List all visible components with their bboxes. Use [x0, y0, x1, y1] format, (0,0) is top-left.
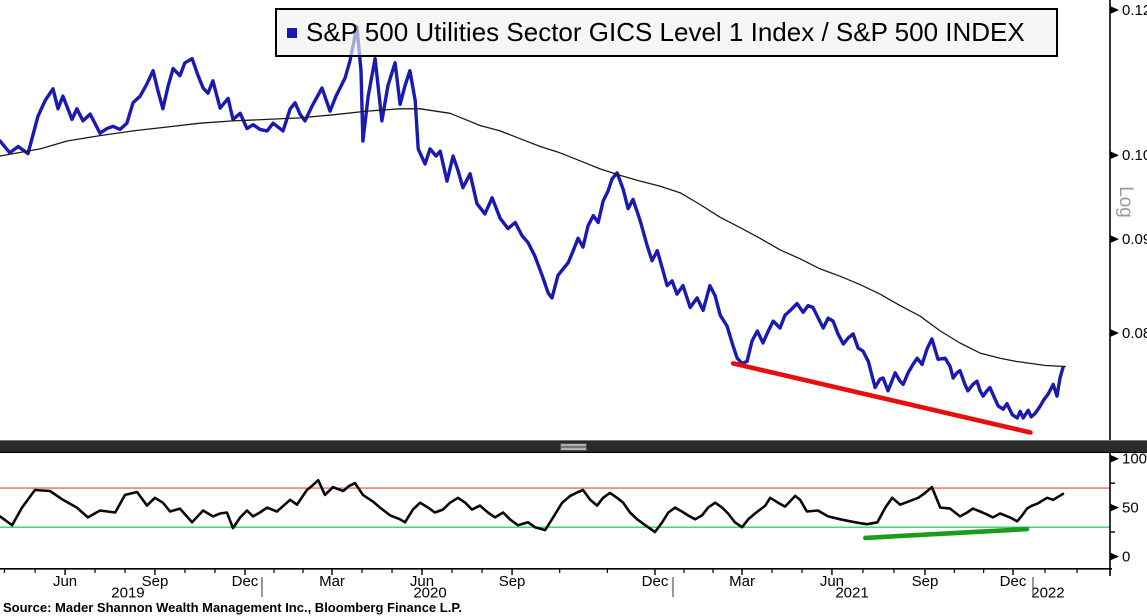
- y-axis-tick: [1110, 503, 1119, 512]
- x-month-label: Mar: [729, 573, 755, 590]
- splitter-handle-icon[interactable]: [560, 443, 587, 451]
- oscillator-line: [0, 478, 1065, 534]
- ratio-chart-panel: 0.12 0.10 0.09 0.08 Log: [0, 0, 1147, 440]
- moving-average-line: [0, 108, 1066, 368]
- y-axis-tick-label: 0.10: [1122, 147, 1147, 164]
- x-month-label: Dec: [232, 573, 259, 590]
- x-month-label: Jun: [410, 573, 434, 590]
- y-axis-tick: [1110, 454, 1119, 463]
- log-scale-label: Log: [1115, 186, 1136, 218]
- green-trendline: [862, 526, 1030, 541]
- y-axis-tick: [1110, 552, 1119, 561]
- y-axis-tick: [1110, 235, 1119, 244]
- x-month-label: Dec: [642, 573, 669, 590]
- x-month-label: Sep: [142, 573, 169, 590]
- red-trendline: [730, 361, 1033, 435]
- x-month-label: Dec: [1000, 573, 1027, 590]
- x-year-label: 2020: [413, 585, 446, 599]
- y-axis-tick: [1110, 328, 1119, 337]
- y-axis-tick-label: 0.09: [1122, 231, 1147, 248]
- y-axis-tick-label: 0: [1122, 549, 1130, 566]
- y-axis-tick-label: 50: [1122, 500, 1139, 517]
- source-line: Source: Mader Shannon Wealth Management …: [3, 600, 462, 615]
- y-axis-tick-label: 0.08: [1122, 325, 1147, 342]
- legend[interactable]: S&P 500 Utilities Sector GICS Level 1 In…: [275, 8, 1058, 57]
- legend-series-marker-icon: [287, 27, 297, 38]
- x-month-label: Sep: [912, 573, 939, 590]
- y-axis-tick-label: 0.12: [1122, 2, 1147, 19]
- x-year-label: 2022: [1031, 585, 1064, 599]
- y-axis-tick: [1110, 151, 1119, 160]
- time-axis: Jun Sep Dec Mar Jun Sep Dec Mar Jun Sep Dec 2019 202…: [0, 568, 1112, 599]
- x-month-label: Jun: [53, 573, 77, 590]
- x-month-label: Sep: [499, 573, 526, 590]
- x-year-label: 2021: [835, 585, 868, 599]
- panel-splitter[interactable]: [0, 440, 1147, 453]
- x-month-label: Mar: [319, 573, 345, 590]
- legend-label: S&P 500 Utilities Sector GICS Level 1 In…: [306, 17, 1025, 47]
- oscillator-panel: 100 50 0: [0, 453, 1147, 568]
- ratio-line: [0, 25, 1065, 420]
- x-month-label: Jun: [820, 573, 844, 590]
- y-axis-tick-label: 100: [1122, 453, 1147, 468]
- y-axis-tick: [1110, 6, 1119, 14]
- x-year-label: 2019: [111, 585, 144, 599]
